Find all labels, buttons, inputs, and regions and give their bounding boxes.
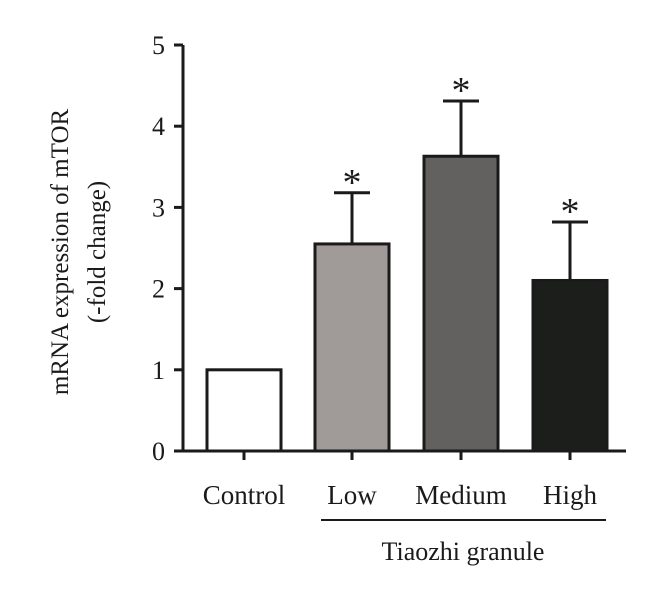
- y-tick-label: 0: [152, 437, 165, 466]
- y-tick-label: 1: [152, 356, 165, 385]
- x-axis-categories: Control Low Medium High: [203, 451, 598, 510]
- y-axis-title-line: mRNA expression of mTOR: [47, 109, 74, 396]
- category-label-control: Control: [203, 480, 286, 510]
- significance-marks: * * *: [343, 70, 580, 233]
- bar-low: [313, 242, 391, 453]
- y-axis-title-line: (-fold change): [84, 181, 111, 323]
- y-tick-label: 2: [152, 275, 165, 304]
- category-label-low: Low: [327, 480, 377, 510]
- significance-star: *: [452, 70, 471, 112]
- group-label: Tiaozhi granule: [382, 537, 545, 566]
- bar-medium: [422, 154, 500, 453]
- bar-high: [531, 278, 609, 453]
- significance-star: *: [343, 162, 362, 204]
- category-label-medium: Medium: [415, 480, 507, 510]
- bar-control: [205, 368, 283, 453]
- y-axis-ticks: 0 1 2 3 4 5: [152, 31, 183, 466]
- group-bracket: Tiaozhi granule: [321, 519, 606, 566]
- bars: [205, 154, 609, 453]
- y-tick-label: 4: [152, 112, 165, 141]
- y-axis-title: mRNA expression of mTOR (-fold change): [47, 109, 111, 396]
- significance-star: *: [561, 191, 580, 233]
- y-tick-label: 5: [152, 31, 165, 60]
- error-bars: [334, 99, 588, 281]
- category-label-high: High: [543, 480, 598, 510]
- y-tick-label: 3: [152, 193, 165, 222]
